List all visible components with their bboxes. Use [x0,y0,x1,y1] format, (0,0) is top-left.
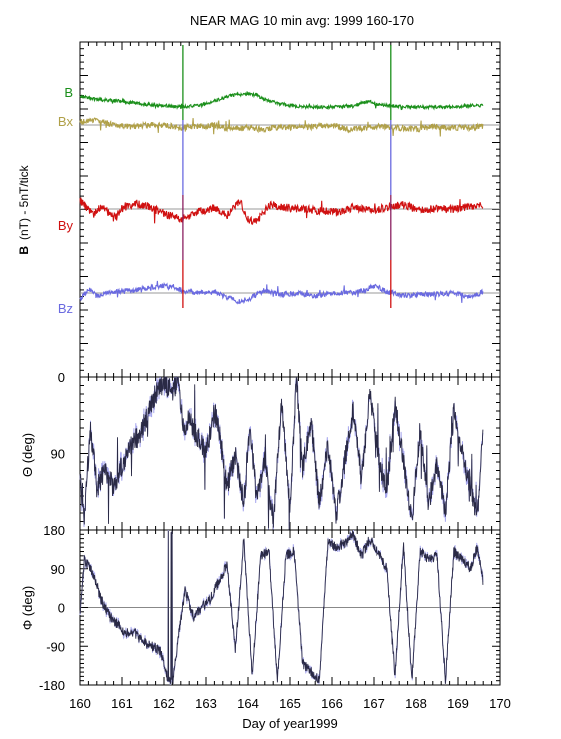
phi-panel: 180 90 0 -90 -180 [39,523,501,693]
theta-tick-label: 90 [51,447,65,462]
x-tick-label: 170 [489,696,511,711]
x-tick-label: 161 [111,696,133,711]
b-components-panel: 0 B Bx By Bz [58,41,501,385]
b-panel-y-axis-title: B (nT) - 5nT/tick [17,164,31,254]
x-tick-label: 167 [363,696,385,711]
phi-tick-label: 0 [58,601,65,616]
x-tick-label: 162 [153,696,175,711]
phi-y-axis-title: Φ (deg) [20,586,35,630]
b-panel-y-axis-title-rest: (nT) - 5nT/tick [17,164,31,240]
x-tick-label: 169 [447,696,469,711]
x-tick-label: 160 [69,696,91,711]
chart-title-group: NEAR MAG 10 min avg: 1999 160-170 [190,13,414,28]
series-line-bz [79,280,484,305]
series-label-b: B [64,85,73,100]
series-line-by [79,197,484,226]
phi-tick-label: 180 [43,523,65,538]
series-line-b [79,91,484,111]
x-tick-label: 163 [195,696,217,711]
y-axis-labels: B (nT) - 5nT/tick Θ (deg) Φ (deg) [17,164,35,630]
b-panel-zero-tick-label: 0 [58,370,65,385]
theta-series-line [79,376,484,531]
x-tick-label: 168 [405,696,427,711]
series-label-by: By [58,218,74,233]
series-label-bz: Bz [58,301,73,316]
phi-tick-label: -90 [46,639,65,654]
series-label-bx: Bx [58,114,74,129]
x-axis: 160 161 162 163 164 165 166 167 168 169 170 Day of … [69,696,511,731]
x-tick-label: 166 [321,696,343,711]
series-line-bx [79,117,484,137]
phi-tick-label: -180 [39,678,65,693]
x-axis-title: Day of year1999 [242,716,337,731]
theta-panel: 90 [51,376,501,531]
phi-series-line [79,530,484,685]
x-tick-label: 165 [279,696,301,711]
chart-title: NEAR MAG 10 min avg: 1999 160-170 [190,13,414,28]
phi-tick-label: 90 [51,562,65,577]
theta-y-axis-title: Θ (deg) [20,433,35,477]
x-tick-label: 164 [237,696,259,711]
b-panel-y-axis-title-bold: B [17,246,31,255]
